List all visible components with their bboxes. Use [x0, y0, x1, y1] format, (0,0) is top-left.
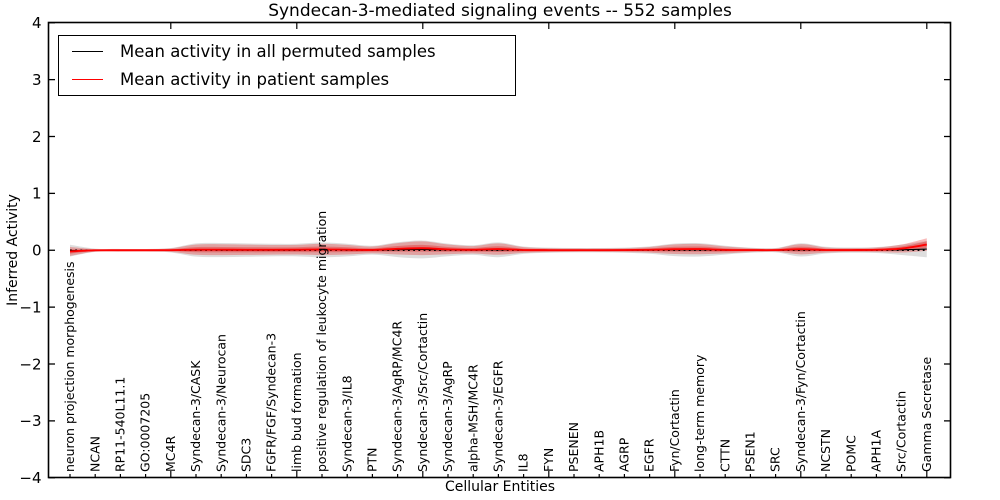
x-tick-label: AGRP: [617, 437, 632, 472]
x-tick-label: Syndecan-3/AgRP/MC4R: [390, 321, 405, 472]
x-tick-label: Syndecan-3/CASK: [188, 360, 203, 472]
x-tick-label: FGFR/FGF/Syndecan-3: [264, 333, 279, 472]
x-tick-label: Fyn/Cortactin: [667, 389, 682, 472]
x-tick-label: alpha-MSH/MC4R: [465, 364, 480, 472]
x-tick-label: RP11-540L11.1: [113, 377, 128, 472]
x-tick-label: GO:0007205: [138, 393, 153, 472]
x-tick-label: long-term memory: [692, 354, 707, 472]
y-tick-label: −2: [19, 355, 41, 373]
x-tick-label: Syndecan-3/Neurocan: [213, 334, 228, 472]
permuted-line-sample: [72, 50, 103, 52]
x-tick-label: APH1A: [869, 430, 884, 472]
x-tick-label: Syndecan-3/Fyn/Cortactin: [793, 311, 808, 472]
x-tick-label: MC4R: [163, 436, 178, 472]
x-tick-label: IL8: [516, 453, 531, 472]
x-tick-label: NCSTN: [818, 429, 833, 472]
x-tick-label: limb bud formation: [289, 352, 304, 472]
chart-title: Syndecan-3-mediated signaling events -- …: [268, 1, 732, 21]
legend-label-permuted: Mean activity in all permuted samples: [120, 41, 436, 61]
patient-mean-line: [69, 243, 927, 253]
x-tick-label: Gamma Secretase: [919, 357, 934, 472]
patient-band-outer: [70, 238, 927, 256]
x-tick-label: APH1B: [591, 430, 606, 472]
y-tick-label: 3: [32, 71, 42, 89]
y-tick-label: −3: [19, 412, 41, 430]
x-tick-label: NCAN: [87, 436, 102, 472]
x-tick-label: Syndecan-3/AgRP: [440, 361, 455, 472]
legend-label-patient: Mean activity in patient samples: [120, 70, 390, 90]
x-tick-label: POMC: [843, 435, 858, 472]
x-tick-label: PTN: [365, 447, 380, 472]
x-tick-label: CTTN: [717, 439, 732, 472]
x-tick-label: Syndecan-3/EGFR: [491, 360, 506, 472]
x-tick-label: neuron projection morphogenesis: [62, 261, 77, 472]
legend-item-permuted: Mean activity in all permuted samples: [59, 38, 515, 64]
x-tick-label: Src/Cortactin: [894, 391, 909, 472]
y-tick-label: 2: [32, 128, 42, 146]
legend: Mean activity in all permuted samples Me…: [58, 35, 516, 96]
patient-line-sample: [72, 79, 103, 81]
x-tick-label: EGFR: [642, 438, 657, 472]
x-tick-label: SDC3: [239, 438, 254, 472]
legend-item-patient: Mean activity in patient samples: [59, 67, 515, 93]
y-tick-label: 1: [32, 185, 42, 203]
y-tick-label: 0: [32, 242, 42, 260]
y-tick-label: −1: [19, 298, 41, 316]
x-tick-label: Syndecan-3/Src/Cortactin: [415, 313, 430, 472]
x-tick-label: PSEN1: [743, 431, 758, 472]
y-tick-label: 4: [32, 14, 42, 32]
x-tick-label: FYN: [541, 448, 556, 472]
x-tick-label: Syndecan-3/IL8: [339, 375, 354, 472]
x-tick-label: positive regulation of leukocyte migrati…: [314, 211, 329, 472]
y-tick-label: −4: [19, 469, 41, 487]
x-tick-label: PSENEN: [566, 422, 581, 472]
x-axis-label: Cellular Entities: [444, 479, 556, 495]
x-tick-label: SRC: [768, 447, 783, 472]
